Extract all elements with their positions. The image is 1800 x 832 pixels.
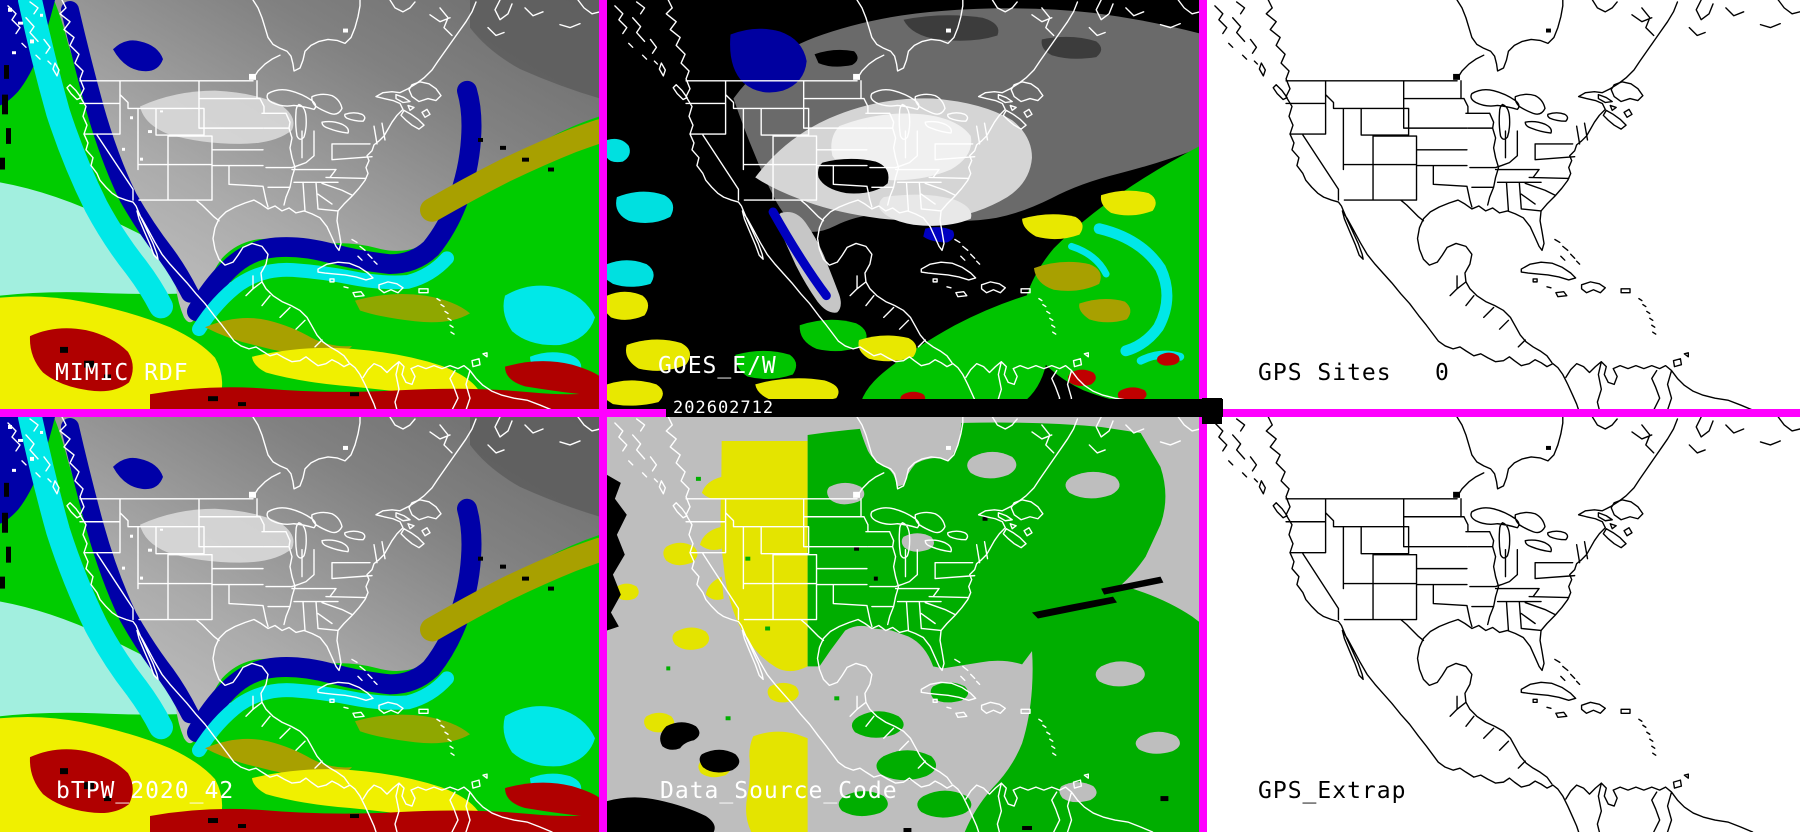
- corner-artifact-block: [1202, 398, 1222, 424]
- btpw-imagery: [0, 417, 600, 832]
- timestamp-bar: 202602712: [666, 399, 1223, 417]
- data-source-imagery: [607, 417, 1200, 832]
- gps-extrap-map: [1207, 417, 1800, 832]
- panel-btpw: bTPW_2020_42: [0, 417, 600, 832]
- panel-mimic-rdf: MIMIC RDF: [0, 0, 600, 410]
- panel-data-source-code: Data_Source_Code: [607, 417, 1200, 832]
- mimic-rdf-imagery: [0, 0, 600, 410]
- gps-sites-map: [1207, 0, 1800, 410]
- panel-gps-sites: GPS Sites 0: [1207, 0, 1800, 410]
- panel-label-btpw: bTPW_2020_42: [56, 778, 235, 804]
- panel-gps-extrap: GPS_Extrap: [1207, 417, 1800, 832]
- panel-label-gps-extrap: GPS_Extrap: [1258, 778, 1407, 804]
- gps-sites-count: 0: [1435, 360, 1450, 386]
- panel-goes-ew: GOES_E/W: [607, 0, 1200, 410]
- goes-ew-imagery: [607, 0, 1200, 410]
- panel-label-data-source-code: Data_Source_Code: [660, 778, 898, 804]
- panel-label-gps-sites: GPS Sites: [1258, 360, 1392, 386]
- timestamp-text: 202602712: [673, 398, 775, 418]
- panel-label-goes-ew: GOES_E/W: [658, 353, 777, 379]
- panel-label-mimic-rdf: MIMIC RDF: [55, 360, 189, 386]
